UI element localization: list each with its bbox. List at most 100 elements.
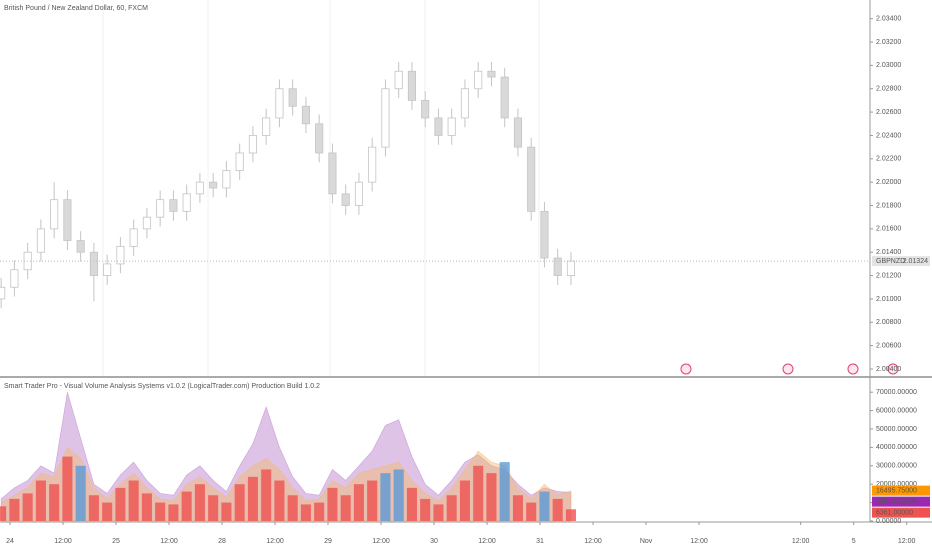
volume-bar (420, 498, 431, 521)
event-icons (680, 363, 899, 375)
candle-body (407, 70, 416, 101)
candles (0, 61, 575, 309)
volume-bar (446, 495, 457, 521)
event-icon[interactable] (887, 363, 899, 375)
y-tick-label: 70000.00000 (876, 389, 917, 396)
x-tick-label: 30 (430, 538, 438, 545)
candle-body (553, 257, 562, 276)
volume-bar (115, 487, 126, 521)
volume-bar (512, 495, 523, 521)
event-icon[interactable] (680, 363, 692, 375)
y-tick-label: 2.02600 (876, 109, 901, 116)
event-icon[interactable] (782, 363, 794, 375)
x-tick-label: 12:00 (792, 538, 810, 545)
volume-bar (62, 456, 73, 521)
y-tick-label: 50000.00000 (876, 426, 917, 433)
volume-bar (526, 502, 537, 521)
x-tick-label: 28 (218, 538, 226, 545)
volume-bar (49, 484, 60, 521)
volume-bar (314, 502, 325, 521)
volume-bar (340, 495, 351, 521)
volume-bar (208, 495, 219, 521)
volume-bar (565, 509, 576, 521)
x-tick-label: 12:00 (898, 538, 916, 545)
candle-body (116, 245, 125, 265)
candle-body (394, 70, 403, 90)
candle-body (182, 193, 191, 212)
value-tag-label: 6361.00000 (876, 509, 913, 516)
volume-bar (459, 480, 470, 521)
candle-body (447, 117, 456, 136)
candle-body (341, 193, 350, 206)
volume-bar (22, 493, 33, 521)
volume-bar (168, 504, 179, 521)
candle-body (288, 88, 297, 107)
candle-body (381, 88, 390, 148)
candle-body (0, 286, 6, 300)
candle-body (76, 240, 85, 253)
x-tick-label: 12:00 (690, 538, 708, 545)
volume-bar (194, 484, 205, 521)
candle-body (460, 88, 469, 119)
y-tick-label: 2.03200 (876, 39, 901, 46)
candle-body (36, 228, 45, 253)
y-tick-label: 2.02200 (876, 156, 901, 163)
candle-body (328, 152, 337, 195)
x-tick-label: 25 (112, 538, 120, 545)
candle-body (434, 117, 443, 136)
candle-body (89, 251, 98, 276)
volume-bar (234, 484, 245, 521)
y-tick-label: 2.00600 (876, 342, 901, 349)
candle-body (248, 135, 257, 154)
candle-body (500, 76, 509, 119)
x-tick-label: 12:00 (584, 538, 602, 545)
candle-body (368, 146, 377, 183)
y-tick-label: 0.00000 (876, 518, 901, 525)
volume-bar (247, 476, 258, 521)
volume-bar (155, 502, 166, 521)
y-tick-label: 2.01400 (876, 249, 901, 256)
value-tag-label: 16495.75000 (876, 487, 917, 494)
x-tick-label: 12:00 (266, 538, 284, 545)
volume-bar (473, 465, 484, 521)
value-tag (872, 485, 930, 496)
y-tick-label: 2.00400 (876, 366, 901, 373)
candle-body (10, 269, 19, 288)
volume-bar (221, 502, 232, 521)
candle-body (315, 123, 324, 154)
x-tick-label: Nov (640, 538, 653, 545)
value-tag-label: 15514.00000 (876, 498, 917, 505)
x-tick-label: 12:00 (372, 538, 390, 545)
volume-bar (274, 480, 285, 521)
volume-bar (552, 498, 563, 521)
volume-bar (393, 469, 404, 521)
x-tick-label: 12:00 (478, 538, 496, 545)
candle-body (209, 181, 218, 189)
last-price-label: 2.01324 (903, 258, 928, 265)
volume-bar (287, 495, 298, 521)
x-tick-label: 5 (852, 538, 856, 545)
volume-bar (181, 491, 192, 521)
candle-body (195, 181, 204, 195)
y-tick-label: 2.01800 (876, 202, 901, 209)
candle-body (474, 70, 483, 90)
volume-bar (141, 493, 152, 521)
volume-bar (433, 504, 444, 521)
event-icon[interactable] (847, 363, 859, 375)
y-tick-label: 2.03400 (876, 16, 901, 23)
candle-body (262, 117, 271, 136)
candle-body (50, 199, 59, 230)
symbol-label: GBPNZD (876, 258, 905, 265)
candle-body (275, 88, 284, 119)
candle-body (156, 199, 165, 218)
volume-bar (367, 480, 378, 521)
indicator-title: Smart Trader Pro - Visual Volume Analysi… (4, 383, 320, 390)
candle-body (129, 228, 138, 247)
y-tick-label: 60000.00000 (876, 407, 917, 414)
x-tick-label: 12:00 (54, 538, 72, 545)
x-tick-label: 29 (324, 538, 332, 545)
volume-bar (75, 465, 86, 521)
volume-bar (300, 504, 311, 521)
y-tick-label: 20000.00000 (876, 481, 917, 488)
